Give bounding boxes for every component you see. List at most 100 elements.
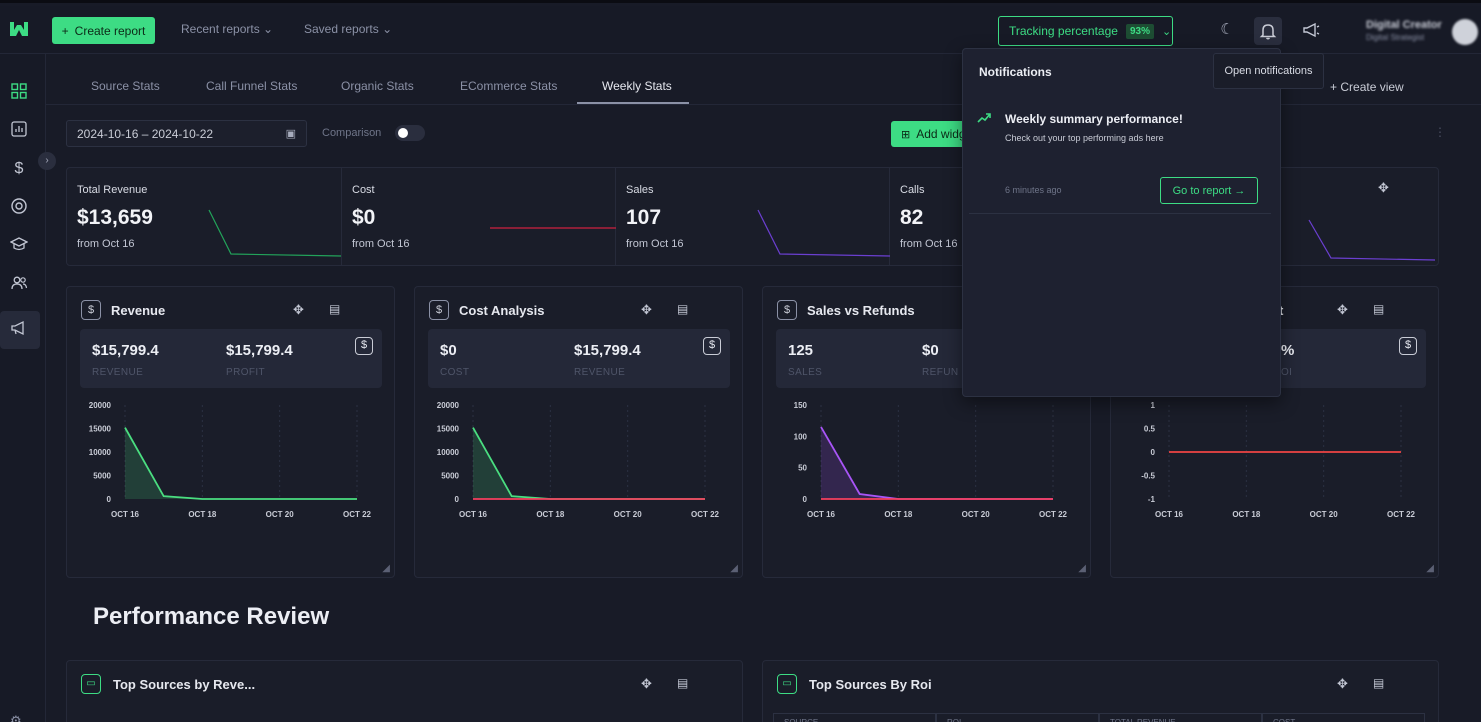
series-line bbox=[472, 427, 705, 500]
dollar-icon: $ bbox=[429, 300, 449, 320]
chevron-down-icon: ⌄ bbox=[1161, 25, 1172, 38]
go-to-report-button[interactable]: Go to report → bbox=[1160, 177, 1258, 204]
active-tab-indicator bbox=[577, 102, 689, 104]
resize-handle-icon[interactable]: ◢ bbox=[382, 563, 390, 574]
y-tick-label: 20000 bbox=[89, 401, 112, 410]
bell-icon bbox=[1259, 24, 1277, 40]
message-icon: ▭ bbox=[81, 674, 101, 694]
tracking-percentage-dropdown[interactable]: Tracking percentage 93% ⌄ bbox=[998, 16, 1173, 46]
series-area bbox=[473, 427, 705, 499]
tab-organic-stats[interactable]: Organic Stats bbox=[341, 79, 414, 93]
resize-handle-icon[interactable]: ◢ bbox=[730, 563, 738, 574]
y-tick-label: 0 bbox=[803, 495, 808, 504]
dollar-icon: $ bbox=[14, 160, 24, 177]
megaphone-icon[interactable] bbox=[1301, 20, 1321, 40]
resize-handle-icon[interactable]: ◢ bbox=[1078, 563, 1086, 574]
notifications-tooltip: Open notifications bbox=[1213, 53, 1324, 89]
more-options-icon[interactable]: ⋮ bbox=[1434, 125, 1446, 139]
x-tick-label: OCT 20 bbox=[962, 510, 991, 519]
recent-reports-dropdown[interactable]: Recent reports ⌄ bbox=[181, 22, 274, 36]
document-icon[interactable]: ▤ bbox=[1373, 676, 1385, 690]
kpi-sparkline bbox=[490, 227, 616, 229]
table-header-cell[interactable]: COST bbox=[1262, 713, 1425, 722]
avatar[interactable] bbox=[1452, 19, 1478, 45]
x-tick-label: OCT 18 bbox=[884, 510, 913, 519]
series-area bbox=[821, 426, 1053, 499]
x-tick-label: OCT 16 bbox=[459, 510, 488, 519]
add-widget-button[interactable]: ⊞ Add widg bbox=[891, 121, 966, 147]
notification-time: 6 minutes ago bbox=[1005, 185, 1062, 195]
chevron-right-icon: › bbox=[45, 155, 49, 166]
move-icon[interactable]: ✥ bbox=[641, 302, 652, 317]
y-tick-label: 15000 bbox=[89, 425, 112, 434]
tab-ecommerce-stats[interactable]: ECommerce Stats bbox=[460, 79, 558, 93]
create-view-button[interactable]: + Create view bbox=[1330, 80, 1404, 94]
comparison-toggle[interactable] bbox=[395, 125, 425, 141]
y-tick-label: 100 bbox=[794, 432, 808, 441]
sidebar-item-campaigns[interactable] bbox=[9, 319, 29, 339]
table-header-cell[interactable]: ROI bbox=[936, 713, 1099, 722]
y-tick-label: 50 bbox=[798, 464, 807, 473]
notification-text: Check out your top performing ads here bbox=[1005, 133, 1164, 143]
top-bar: + Create report Recent reports ⌄ Saved r… bbox=[0, 6, 1481, 54]
x-tick-label: OCT 16 bbox=[111, 510, 140, 519]
sidebar-item-team[interactable] bbox=[9, 274, 29, 294]
x-tick-label: OCT 22 bbox=[1039, 510, 1068, 519]
saved-reports-dropdown[interactable]: Saved reports ⌄ bbox=[304, 22, 393, 36]
dollar-icon: $ bbox=[1399, 337, 1417, 355]
tab-weekly-stats[interactable]: Weekly Stats bbox=[602, 79, 672, 93]
move-icon[interactable]: ✥ bbox=[1378, 180, 1389, 195]
y-tick-label: 0 bbox=[107, 495, 112, 504]
tab-call-funnel-stats[interactable]: Call Funnel Stats bbox=[206, 79, 298, 93]
create-report-button[interactable]: + Create report bbox=[52, 17, 155, 44]
date-range-picker[interactable]: 2024-10-16 – 2024-10-22 ▣ bbox=[66, 120, 307, 147]
move-icon[interactable]: ✥ bbox=[1337, 676, 1348, 691]
comparison-label: Comparison bbox=[322, 127, 382, 139]
move-icon[interactable]: ✥ bbox=[1337, 302, 1348, 317]
sidebar-item-learning[interactable] bbox=[9, 235, 29, 255]
series-line bbox=[820, 426, 1053, 500]
table-header-cell[interactable]: TOTAL REVENUE bbox=[1099, 713, 1262, 722]
document-icon[interactable]: ▤ bbox=[677, 676, 689, 690]
y-tick-label: 0 bbox=[455, 495, 460, 504]
move-icon[interactable]: ✥ bbox=[293, 302, 304, 317]
add-widget-icon: ⊞ bbox=[901, 128, 911, 141]
grid-icon bbox=[11, 83, 27, 99]
tab-source-stats[interactable]: Source Stats bbox=[91, 79, 160, 93]
sidebar-active-highlight bbox=[0, 311, 40, 349]
y-tick-label: 150 bbox=[794, 401, 808, 410]
x-tick-label: OCT 16 bbox=[807, 510, 836, 519]
x-tick-label: OCT 22 bbox=[691, 510, 720, 519]
settings-gear-icon[interactable]: ⚙ bbox=[10, 713, 22, 722]
document-icon[interactable]: ▤ bbox=[329, 302, 341, 316]
move-icon[interactable]: ✥ bbox=[641, 676, 652, 691]
calendar-icon: ▣ bbox=[285, 128, 296, 140]
dark-mode-moon-icon[interactable]: ☾ bbox=[1220, 21, 1234, 38]
user-menu[interactable]: Digital Creator Digital Strategist bbox=[1366, 19, 1444, 43]
kpi-sparkline bbox=[208, 209, 342, 257]
dollar-icon: $ bbox=[355, 337, 373, 355]
brand-logo-icon[interactable] bbox=[8, 18, 30, 40]
users-icon bbox=[11, 276, 28, 290]
kpi-calls: Calls 82 from Oct 16 bbox=[900, 184, 958, 250]
document-icon[interactable]: ▤ bbox=[677, 302, 689, 316]
sidebar-item-targets[interactable] bbox=[9, 197, 29, 217]
sidebar: $ › bbox=[0, 54, 56, 722]
sidebar-collapse-button[interactable]: › bbox=[38, 152, 56, 170]
tracking-percentage-badge: 93% bbox=[1125, 23, 1154, 39]
notification-heading: Weekly summary performance! bbox=[1005, 112, 1183, 126]
series-area bbox=[125, 427, 357, 499]
sidebar-item-reports[interactable] bbox=[9, 120, 29, 140]
resize-handle-icon[interactable]: ◢ bbox=[1426, 563, 1434, 574]
sidebar-item-dashboard[interactable] bbox=[9, 82, 29, 102]
table-header-cell[interactable]: SOURCE bbox=[773, 713, 936, 722]
sidebar-item-revenue[interactable]: $ bbox=[9, 159, 29, 179]
x-tick-label: OCT 22 bbox=[343, 510, 372, 519]
dollar-icon: $ bbox=[81, 300, 101, 320]
kpi-sparkline bbox=[757, 209, 891, 257]
roi-chart: OCT 16 OCT 18 OCT 20 OCT 22 1 0.5 0 -0.5 -1 bbox=[1141, 401, 1415, 519]
notifications-button[interactable] bbox=[1254, 17, 1282, 45]
widget-summary: $0 COST $15,799.4 REVENUE $ bbox=[428, 329, 730, 388]
document-icon[interactable]: ▤ bbox=[1373, 302, 1385, 316]
